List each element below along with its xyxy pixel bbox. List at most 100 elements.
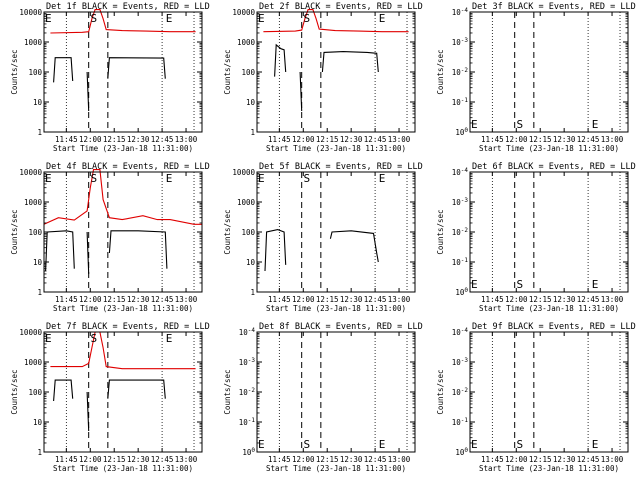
- y-tick-label: 10000: [19, 328, 42, 337]
- marker-e: E: [45, 332, 52, 345]
- y-tick-label: 10: [246, 98, 256, 107]
- marker-s: S: [516, 118, 523, 131]
- marker-e: E: [166, 12, 173, 25]
- y-tick-label: 100: [455, 127, 468, 137]
- x-tick-label: 12:15: [103, 135, 126, 144]
- panel-title: Det 2f BLACK = Events, RED = LLD: [259, 2, 423, 12]
- y-tick-label: 10-4: [239, 327, 256, 337]
- x-tick-label: 12:30: [340, 455, 363, 464]
- y-tick-label: 100: [28, 68, 42, 77]
- x-tick-label: 12:15: [316, 135, 339, 144]
- x-tick-label: 12:00: [292, 135, 315, 144]
- plot-frame: [256, 331, 416, 453]
- x-tick-label: 11:45: [268, 135, 291, 144]
- x-tick-label: 12:45: [577, 135, 600, 144]
- x-tick-label: 12:15: [103, 295, 126, 304]
- x-tick-label: 12:15: [316, 295, 339, 304]
- x-tick-label: 12:30: [553, 295, 576, 304]
- panel-title: Det 5f BLACK = Events, RED = LLD: [259, 162, 423, 172]
- x-tick-label: 12:15: [103, 455, 126, 464]
- x-tick-label: 12:45: [577, 455, 600, 464]
- panel-title: Det 8f BLACK = Events, RED = LLD: [259, 322, 423, 332]
- y-tick-label: 10-4: [452, 7, 469, 17]
- y-tick-label: 100: [242, 447, 255, 457]
- y-tick-label: 10-2: [239, 387, 256, 397]
- panel-title: Det 3f BLACK = Events, RED = LLD: [472, 2, 636, 12]
- y-tick-label: 10-3: [452, 197, 469, 207]
- y-tick-label: 100: [455, 447, 468, 457]
- events-series: [321, 51, 379, 73]
- x-tick-label: 13:00: [388, 135, 411, 144]
- x-tick-label: 12:00: [79, 455, 102, 464]
- x-tick-label: 12:00: [505, 135, 528, 144]
- events-series: [107, 57, 166, 79]
- x-axis-label: Start Time (23-Jan-18 11:31:00): [266, 144, 406, 153]
- x-tick-label: 11:45: [55, 135, 78, 144]
- x-tick-label: 12:45: [577, 295, 600, 304]
- y-tick-label: 10: [33, 258, 43, 267]
- marker-e: E: [258, 172, 265, 185]
- marker-e: E: [45, 12, 52, 25]
- x-tick-label: 12:45: [364, 135, 387, 144]
- x-axis-label: Start Time (23-Jan-18 11:31:00): [479, 304, 619, 313]
- marker-e: E: [379, 12, 386, 25]
- panel-title: Det 7f BLACK = Events, RED = LLD: [46, 322, 210, 332]
- x-tick-label: 12:30: [127, 295, 150, 304]
- x-tick-label: 12:15: [529, 135, 552, 144]
- x-tick-label: 13:00: [175, 135, 198, 144]
- y-tick-label: 1000: [24, 358, 43, 367]
- y-tick-label: 10: [246, 258, 256, 267]
- x-axis-label: Start Time (23-Jan-18 11:31:00): [479, 144, 619, 153]
- x-tick-label: 11:45: [481, 295, 504, 304]
- x-tick-label: 11:45: [268, 295, 291, 304]
- x-tick-label: 13:00: [388, 455, 411, 464]
- y-tick-label: 10-2: [452, 67, 469, 77]
- marker-e: E: [471, 438, 478, 451]
- x-tick-label: 13:00: [601, 135, 624, 144]
- plot-frame: [43, 11, 203, 133]
- lld-series: [50, 331, 196, 370]
- marker-e: E: [592, 278, 599, 291]
- y-tick-label: 1000: [237, 198, 256, 207]
- y-axis-label: Counts/sec: [223, 209, 232, 254]
- marker-s: S: [303, 172, 310, 185]
- y-tick-label: 1000: [237, 38, 256, 47]
- events-series: [86, 71, 90, 112]
- y-tick-label: 10-4: [452, 167, 469, 177]
- x-tick-label: 12:45: [364, 295, 387, 304]
- y-tick-label: 100: [455, 287, 468, 297]
- x-tick-label: 12:45: [151, 135, 174, 144]
- events-series: [86, 231, 90, 274]
- x-axis-label: Start Time (23-Jan-18 11:31:00): [479, 464, 619, 473]
- y-axis-label: Counts/sec: [223, 369, 232, 414]
- y-tick-label: 10-3: [452, 357, 469, 367]
- x-tick-label: 12:30: [553, 135, 576, 144]
- plot-frame: [469, 331, 629, 453]
- y-tick-label: 10-1: [452, 257, 469, 267]
- y-tick-label: 1000: [24, 198, 43, 207]
- y-axis-label: Counts/sec: [10, 209, 19, 254]
- marker-s: S: [90, 172, 97, 185]
- y-tick-label: 10-3: [239, 357, 256, 367]
- y-tick-label: 1: [37, 128, 42, 137]
- x-tick-label: 12:15: [529, 295, 552, 304]
- x-tick-label: 13:00: [388, 295, 411, 304]
- panel-title: Det 1f BLACK = Events, RED = LLD: [46, 2, 210, 12]
- lld-series: [263, 9, 409, 33]
- plot-frame: [469, 11, 629, 133]
- marker-s: S: [90, 332, 97, 345]
- events-series: [264, 229, 287, 272]
- y-axis-label: Counts/sec: [436, 49, 445, 94]
- y-tick-label: 10000: [19, 168, 42, 177]
- marker-s: S: [516, 438, 523, 451]
- marker-s: S: [303, 12, 310, 25]
- marker-e: E: [592, 118, 599, 131]
- x-tick-label: 11:45: [268, 455, 291, 464]
- x-tick-label: 12:45: [364, 455, 387, 464]
- y-tick-label: 100: [28, 228, 42, 237]
- x-tick-label: 13:00: [175, 455, 198, 464]
